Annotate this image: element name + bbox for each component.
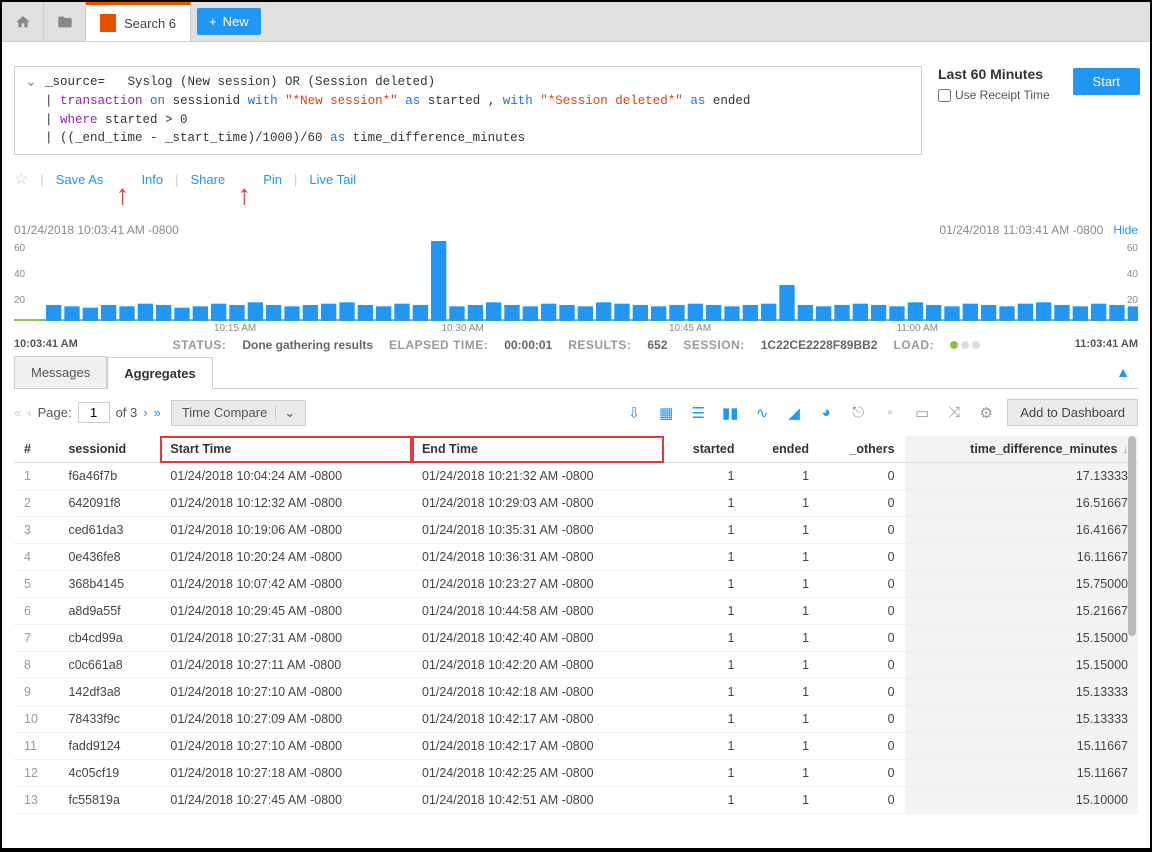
results-toolbar: « ‹ Page: of 3 › » Time Compare ⌄ ⇩ ▦ ☰ … xyxy=(14,389,1138,436)
arrow-annotation-2: ↑ xyxy=(237,179,251,211)
pin-link[interactable]: Pin xyxy=(263,172,282,187)
page-prev-icon[interactable]: ‹ xyxy=(27,405,31,420)
table-row[interactable]: 13fc55819a01/24/2018 10:27:45 AM -080001… xyxy=(14,787,1138,814)
start-button[interactable]: Start xyxy=(1073,68,1140,95)
list-icon[interactable]: ☰ xyxy=(687,404,709,422)
table-row[interactable]: 40e436fe801/24/2018 10:20:24 AM -080001/… xyxy=(14,544,1138,571)
chart-from: 01/24/2018 10:03:41 AM -0800 xyxy=(14,223,179,237)
results-table-wrap: # sessionid Start Time End Time started … xyxy=(14,436,1138,848)
chevron-down-icon: ⌄ xyxy=(275,405,295,421)
table-row[interactable]: 11fadd912401/24/2018 10:27:10 AM -080001… xyxy=(14,733,1138,760)
actions-row: ☆ | Save As ↑ Info | Share ↑ Pin | Live … xyxy=(14,163,1138,195)
tab-label: Search 6 xyxy=(124,16,176,31)
new-label: New xyxy=(223,14,249,29)
range-start: 10:03:41 AM xyxy=(14,338,78,352)
table-row[interactable]: 3ced61da301/24/2018 10:19:06 AM -080001/… xyxy=(14,517,1138,544)
chart-to: 01/24/2018 11:03:41 AM -0800 xyxy=(939,223,1103,237)
topbar: Search 6 + New xyxy=(2,2,1150,42)
table-row[interactable]: 124c05cf1901/24/2018 10:27:18 AM -080001… xyxy=(14,760,1138,787)
tab-messages[interactable]: Messages xyxy=(14,356,107,388)
sliders-icon[interactable]: ⎋ xyxy=(847,404,869,421)
live-tail-link[interactable]: Live Tail xyxy=(309,172,356,187)
new-button[interactable]: + New xyxy=(197,8,261,35)
timeline-chart: 01/24/2018 10:03:41 AM -0800 01/24/2018 … xyxy=(14,223,1138,352)
col-sessionid[interactable]: sessionid xyxy=(58,436,160,463)
table-row[interactable]: 1f6a46f7b01/24/2018 10:04:24 AM -080001/… xyxy=(14,463,1138,490)
info-link[interactable]: Info xyxy=(141,172,163,187)
range-end: 11:03:41 AM xyxy=(1075,338,1138,352)
table-icon[interactable]: ▦ xyxy=(655,404,677,422)
add-to-dashboard-button[interactable]: Add to Dashboard xyxy=(1007,399,1138,426)
pie-chart-icon[interactable]: ◕ xyxy=(815,404,837,421)
plus-icon: + xyxy=(209,14,217,29)
results-tabs: Messages Aggregates ▲ xyxy=(14,356,1138,389)
col-rownum[interactable]: # xyxy=(14,436,58,463)
table-row[interactable]: 5368b414501/24/2018 10:07:42 AM -080001/… xyxy=(14,571,1138,598)
tab-aggregates[interactable]: Aggregates xyxy=(107,357,213,389)
expand-icon[interactable]: ▲ xyxy=(1108,356,1138,388)
favorite-icon[interactable]: ☆ xyxy=(14,169,28,189)
col-time-diff[interactable]: time_difference_minutes ↓ xyxy=(905,436,1138,463)
pin-icon[interactable]: ◦ xyxy=(879,404,901,421)
col-end-time[interactable]: End Time xyxy=(412,436,664,463)
export-icon[interactable]: ⇩ xyxy=(623,404,645,422)
page-next-icon[interactable]: › xyxy=(143,405,147,420)
table-row[interactable]: 8c0c661a801/24/2018 10:27:11 AM -080001/… xyxy=(14,652,1138,679)
col-started[interactable]: started xyxy=(664,436,745,463)
col-start-time[interactable]: Start Time xyxy=(160,436,412,463)
chevron-down-icon[interactable]: ⌄ xyxy=(25,73,37,148)
pager: « ‹ Page: of 3 › » xyxy=(14,402,161,423)
area-chart-icon[interactable]: ◢ xyxy=(783,404,805,422)
table-row[interactable]: 1078433f9c01/24/2018 10:27:09 AM -080001… xyxy=(14,706,1138,733)
bar-chart-icon[interactable]: ▮▮ xyxy=(719,404,741,422)
save-as-link[interactable]: Save As xyxy=(56,172,104,187)
col-others[interactable]: _others xyxy=(819,436,905,463)
document-icon xyxy=(100,14,116,32)
tab-search[interactable]: Search 6 xyxy=(86,2,191,41)
query-editor[interactable]: ⌄ _source= Syslog (New session) OR (Sess… xyxy=(14,66,922,155)
page-input[interactable] xyxy=(78,402,110,423)
scrollbar[interactable] xyxy=(1128,436,1136,636)
shuffle-icon[interactable]: ⤨ xyxy=(943,404,965,421)
gear-icon[interactable]: ⚙ xyxy=(975,404,997,422)
share-link[interactable]: Share xyxy=(191,172,226,187)
line-chart-icon[interactable]: ∿ xyxy=(751,404,773,422)
home-icon[interactable] xyxy=(2,2,44,41)
table-row[interactable]: 6a8d9a55f01/24/2018 10:29:45 AM -080001/… xyxy=(14,598,1138,625)
table-row[interactable]: 9142df3a801/24/2018 10:27:10 AM -080001/… xyxy=(14,679,1138,706)
col-ended[interactable]: ended xyxy=(744,436,819,463)
sort-desc-icon: ↓ xyxy=(1119,444,1128,456)
page-first-icon[interactable]: « xyxy=(14,405,21,420)
number-icon[interactable]: ▭ xyxy=(911,404,933,422)
table-row[interactable]: 2642091f801/24/2018 10:12:32 AM -080001/… xyxy=(14,490,1138,517)
timeline-bars[interactable] xyxy=(14,241,1138,321)
load-indicator xyxy=(950,341,980,349)
results-table: # sessionid Start Time End Time started … xyxy=(14,436,1138,814)
page-last-icon[interactable]: » xyxy=(154,405,161,420)
folder-open-icon[interactable] xyxy=(44,2,86,41)
arrow-annotation-1: ↑ xyxy=(115,179,129,211)
table-row[interactable]: 7cb4cd99a01/24/2018 10:27:31 AM -080001/… xyxy=(14,625,1138,652)
hide-chart-link[interactable]: Hide xyxy=(1113,223,1138,237)
time-compare-button[interactable]: Time Compare ⌄ xyxy=(171,400,306,426)
